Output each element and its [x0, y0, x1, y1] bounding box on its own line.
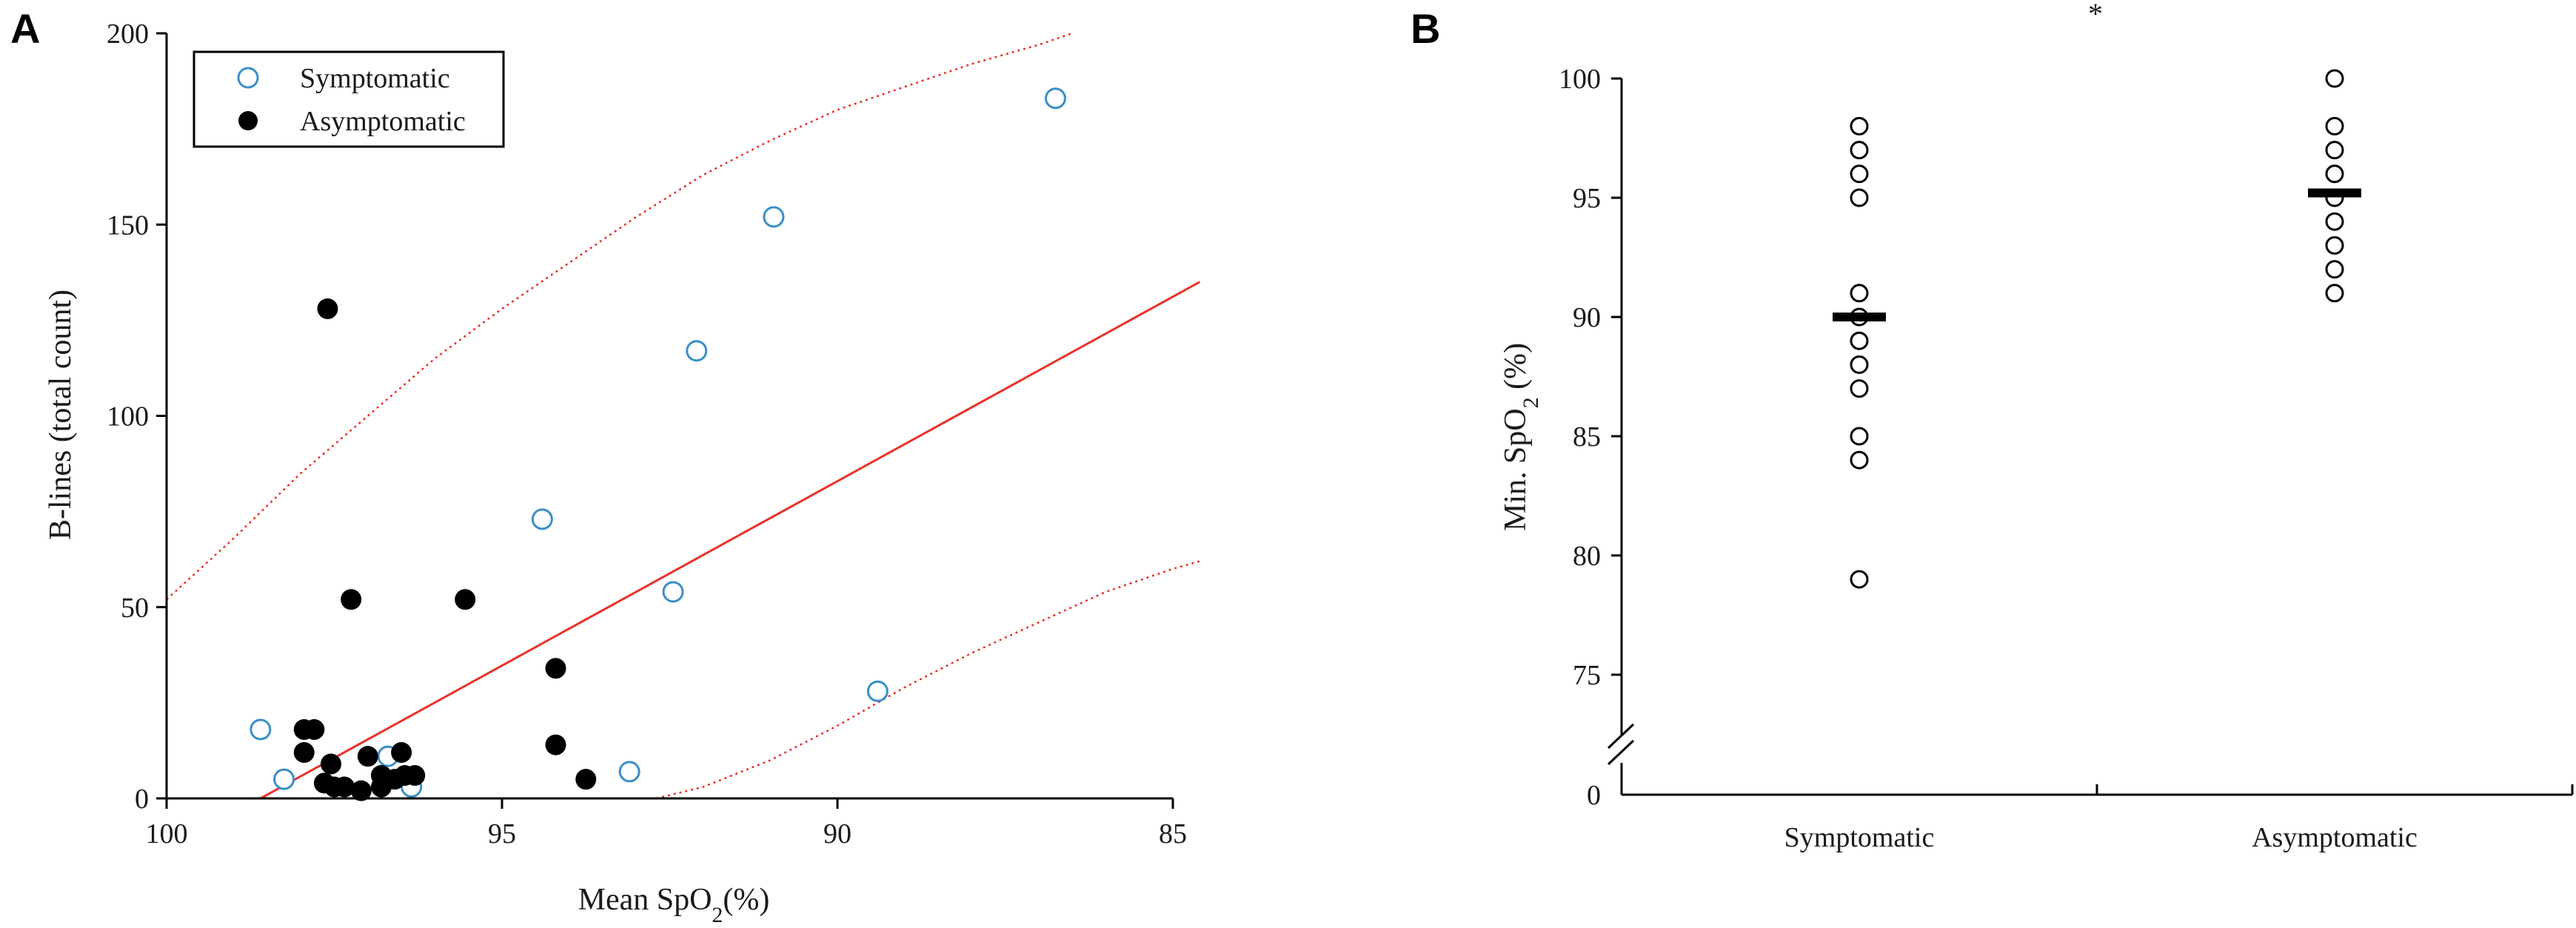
asymptomatic-point: [575, 769, 597, 790]
panel-b-label: B: [1411, 5, 1440, 52]
asymptomatic-point: [293, 742, 315, 764]
y-tick-label: 100: [107, 401, 149, 433]
asymptomatic-point: [334, 776, 355, 798]
asymptomatic-point: [341, 589, 362, 610]
asymptomatic-point: [350, 780, 372, 801]
x-tick-label: 100: [146, 818, 188, 849]
panel-a-scatter-chart: A 0 50 100 150 200 100 95 90 85 Mean SpO2(%) B-…: [10, 5, 1200, 927]
symptomatic-point: [250, 718, 272, 741]
asymptomatic-point: [404, 765, 426, 787]
min-spo2-point: [1850, 188, 1869, 207]
min-spo2-point: [2325, 141, 2344, 160]
asymptomatic-point: [317, 298, 338, 319]
symptomatic-point: [763, 206, 785, 228]
panel-a-x-ticks: 100 95 90 85: [146, 798, 1187, 849]
y-tick-label: 85: [1573, 421, 1601, 453]
asymptomatic-point: [545, 658, 566, 679]
regression-line: [260, 281, 1200, 800]
asymptomatic-point: [304, 719, 325, 741]
min-spo2-point: [1850, 355, 1869, 374]
y-tick-label: 75: [1573, 660, 1601, 691]
y-tick-label: 90: [1573, 302, 1601, 333]
significance-marker: *: [2088, 0, 2103, 30]
y-tick-label: 80: [1573, 541, 1601, 572]
lower-confidence-band: [656, 560, 1200, 800]
min-spo2-point: [2325, 260, 2344, 279]
panel-a-legend: Symptomatic Asymptomatic: [193, 50, 505, 148]
min-spo2-point: [2325, 212, 2344, 231]
min-spo2-point: [1850, 116, 1869, 136]
y-tick-label: 150: [107, 210, 149, 241]
x-tick-label: 95: [488, 818, 516, 849]
legend-asymptomatic-label: Asymptomatic: [300, 106, 466, 137]
legend-symptomatic-label: Symptomatic: [300, 63, 450, 94]
min-spo2-point: [2325, 164, 2344, 184]
symptomatic-point: [618, 761, 640, 783]
panel-b-data-points: [1833, 69, 2361, 589]
min-spo2-point: [2325, 284, 2344, 303]
y-tick-label: 50: [121, 592, 149, 624]
y-tick-label: 100: [1559, 64, 1601, 95]
symptomatic-point: [273, 768, 295, 790]
panel-b-y-ticks: 0 75 80 85 90 95 100: [1559, 64, 1622, 811]
min-spo2-point: [2325, 116, 2344, 136]
asymptomatic-point: [545, 734, 566, 755]
panel-b-dot-plot: B * 0 75 80 85 90 95 100 Symptomatic Asymptomat…: [1411, 0, 2574, 853]
category-label: Asymptomatic: [2252, 822, 2418, 853]
x-tick-label: 85: [1159, 818, 1187, 849]
axis-break-mark-1: [1607, 723, 1635, 750]
panel-a-x-axis-title: Mean SpO2(%): [578, 883, 770, 927]
panel-a-y-axis-title: B-lines (total count): [44, 290, 78, 540]
symptomatic-point: [866, 680, 889, 702]
y-tick-label: 0: [135, 784, 149, 815]
category-label: Symptomatic: [1784, 822, 1935, 853]
min-spo2-point: [2325, 69, 2344, 88]
panel-a-y-ticks: 0 50 100 150 200: [107, 19, 167, 815]
min-spo2-point: [1850, 331, 1869, 350]
panel-b-y-axis-title: Min. SpO2 (%): [1499, 343, 1543, 531]
y-tick-label: 0: [1587, 780, 1601, 811]
legend-asymptomatic-marker: [238, 111, 258, 130]
symptomatic-point: [686, 340, 708, 362]
asymptomatic-point: [357, 746, 378, 767]
y-tick-label: 200: [107, 19, 149, 50]
panel-b-x-ticks: Symptomatic Asymptomatic: [1784, 784, 2574, 853]
min-spo2-point: [1850, 570, 1869, 589]
asymptomatic-point: [455, 589, 476, 610]
min-spo2-point: [1850, 379, 1869, 398]
y-tick-label: 95: [1573, 183, 1601, 214]
panel-a-data-points: [250, 87, 1066, 801]
min-spo2-point: [1850, 427, 1869, 446]
axis-break-mark-2: [1607, 739, 1635, 766]
min-spo2-point: [1850, 450, 1869, 470]
asymptomatic-point: [391, 742, 412, 764]
symptomatic-point: [1044, 87, 1066, 110]
symptomatic-point: [662, 581, 684, 603]
upper-confidence-band: [166, 32, 1073, 601]
min-spo2-point: [2325, 236, 2344, 255]
panel-a-label: A: [10, 5, 40, 52]
min-spo2-point: [1850, 284, 1869, 303]
symptomatic-point: [531, 508, 553, 530]
x-tick-label: 90: [823, 818, 852, 849]
asymptomatic-point: [320, 753, 341, 775]
min-spo2-point: [1850, 164, 1869, 184]
min-spo2-point: [1850, 141, 1869, 160]
legend-symptomatic-marker: [237, 67, 259, 89]
